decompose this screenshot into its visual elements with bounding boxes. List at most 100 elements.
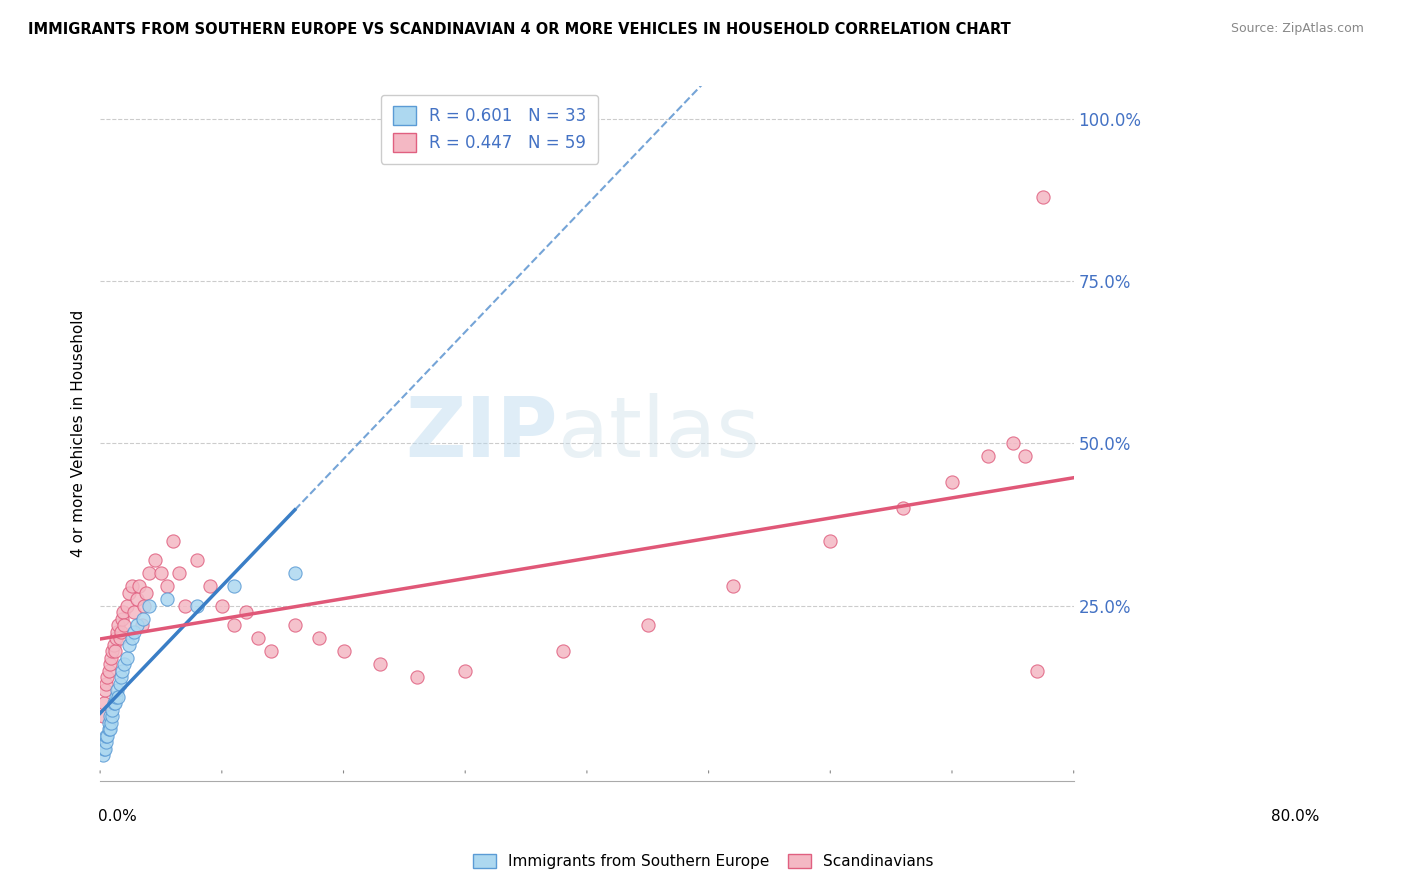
Point: [637, 618, 659, 632]
Point: [104, 631, 127, 645]
Point: [368, 657, 391, 672]
Point: [101, 644, 124, 658]
Point: [122, 624, 145, 639]
Point: [91, 747, 114, 762]
Text: 0.0%: 0.0%: [97, 809, 136, 824]
Point: [105, 624, 128, 639]
Point: [105, 683, 128, 698]
Point: [110, 624, 132, 639]
Point: [284, 566, 307, 581]
Legend: R = 0.601   N = 33, R = 0.447   N = 59: R = 0.601 N = 33, R = 0.447 N = 59: [381, 95, 598, 164]
Point: [104, 696, 127, 710]
Point: [551, 644, 574, 658]
Point: [156, 592, 179, 607]
Y-axis label: 4 or more Vehicles in Household: 4 or more Vehicles in Household: [72, 310, 86, 558]
Point: [247, 631, 270, 645]
Point: [96, 729, 118, 743]
Point: [118, 638, 141, 652]
Point: [91, 709, 114, 723]
Point: [97, 715, 120, 730]
Point: [941, 475, 963, 490]
Point: [98, 722, 121, 736]
Point: [114, 657, 136, 672]
Text: ZIP: ZIP: [405, 393, 558, 475]
Point: [891, 501, 914, 516]
Point: [121, 631, 143, 645]
Point: [128, 579, 150, 593]
Point: [308, 631, 330, 645]
Point: [98, 657, 121, 672]
Point: [1032, 190, 1054, 204]
Point: [125, 618, 148, 632]
Point: [143, 553, 166, 567]
Point: [103, 696, 125, 710]
Point: [94, 741, 117, 756]
Point: [977, 450, 1000, 464]
Text: IMMIGRANTS FROM SOUTHERN EUROPE VS SCANDINAVIAN 4 OR MORE VEHICLES IN HOUSEHOLD : IMMIGRANTS FROM SOUTHERN EUROPE VS SCAND…: [28, 22, 1011, 37]
Point: [121, 579, 143, 593]
Point: [103, 638, 125, 652]
Point: [284, 618, 307, 632]
Point: [96, 676, 118, 690]
Point: [104, 644, 127, 658]
Point: [98, 709, 121, 723]
Point: [114, 618, 136, 632]
Point: [405, 670, 427, 684]
Point: [100, 715, 122, 730]
Point: [235, 605, 257, 619]
Text: atlas: atlas: [558, 393, 759, 475]
Point: [259, 644, 281, 658]
Point: [94, 683, 117, 698]
Point: [721, 579, 744, 593]
Point: [122, 605, 145, 619]
Point: [107, 690, 129, 704]
Point: [1014, 450, 1036, 464]
Point: [132, 612, 155, 626]
Point: [198, 579, 221, 593]
Point: [115, 650, 138, 665]
Point: [97, 722, 120, 736]
Point: [100, 650, 122, 665]
Point: [111, 612, 134, 626]
Point: [104, 690, 127, 704]
Point: [156, 579, 179, 593]
Point: [97, 664, 120, 678]
Point: [118, 586, 141, 600]
Point: [186, 599, 208, 613]
Point: [135, 586, 157, 600]
Point: [332, 644, 354, 658]
Point: [101, 709, 124, 723]
Point: [112, 605, 135, 619]
Point: [138, 566, 160, 581]
Point: [222, 579, 245, 593]
Point: [222, 618, 245, 632]
Point: [125, 592, 148, 607]
Point: [93, 696, 115, 710]
Point: [1026, 664, 1049, 678]
Point: [93, 741, 115, 756]
Text: 80.0%: 80.0%: [1271, 809, 1319, 824]
Point: [167, 566, 190, 581]
Point: [108, 676, 131, 690]
Legend: Immigrants from Southern Europe, Scandinavians: Immigrants from Southern Europe, Scandin…: [467, 848, 939, 875]
Point: [174, 599, 197, 613]
Point: [820, 533, 842, 548]
Point: [101, 703, 124, 717]
Point: [96, 670, 118, 684]
Point: [186, 553, 208, 567]
Point: [96, 735, 118, 749]
Point: [108, 631, 131, 645]
Point: [131, 618, 153, 632]
Point: [111, 664, 134, 678]
Point: [115, 599, 138, 613]
Point: [138, 599, 160, 613]
Point: [149, 566, 172, 581]
Point: [162, 533, 184, 548]
Text: Source: ZipAtlas.com: Source: ZipAtlas.com: [1230, 22, 1364, 36]
Point: [96, 729, 118, 743]
Point: [132, 599, 155, 613]
Point: [1001, 436, 1024, 450]
Point: [110, 670, 132, 684]
Point: [454, 664, 477, 678]
Point: [211, 599, 233, 613]
